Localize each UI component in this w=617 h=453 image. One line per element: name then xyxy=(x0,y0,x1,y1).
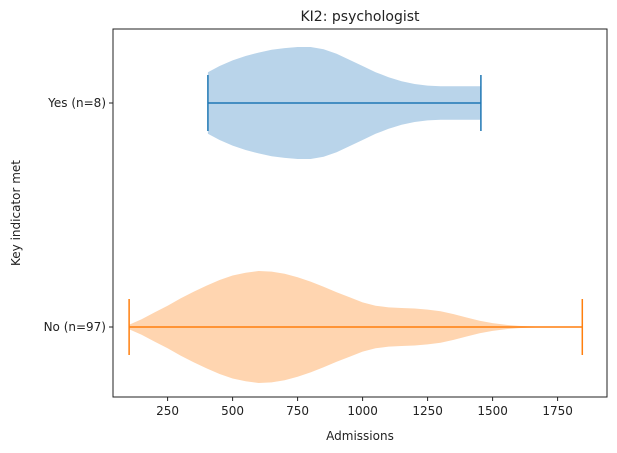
y-tick-label: No (n=97) xyxy=(44,320,106,334)
x-axis: 250 500 750 1000 1250 1500 1750 xyxy=(156,397,573,418)
x-tick-label: 750 xyxy=(286,404,309,418)
chart-title: KI2: psychologist xyxy=(301,9,421,25)
y-tick-label: Yes (n=8) xyxy=(47,96,106,110)
y-axis: Yes (n=8) No (n=97) xyxy=(44,96,113,334)
x-tick-label: 250 xyxy=(156,404,179,418)
y-axis-label: Key indicator met xyxy=(9,160,23,266)
x-tick-label: 1500 xyxy=(477,404,508,418)
x-tick-label: 1250 xyxy=(412,404,443,418)
violins-group xyxy=(128,47,584,383)
x-axis-label: Admissions xyxy=(326,429,394,443)
x-tick-label: 500 xyxy=(221,404,244,418)
x-tick-label: 1000 xyxy=(347,404,378,418)
x-tick-label: 1750 xyxy=(542,404,573,418)
plot-frame xyxy=(112,28,608,398)
